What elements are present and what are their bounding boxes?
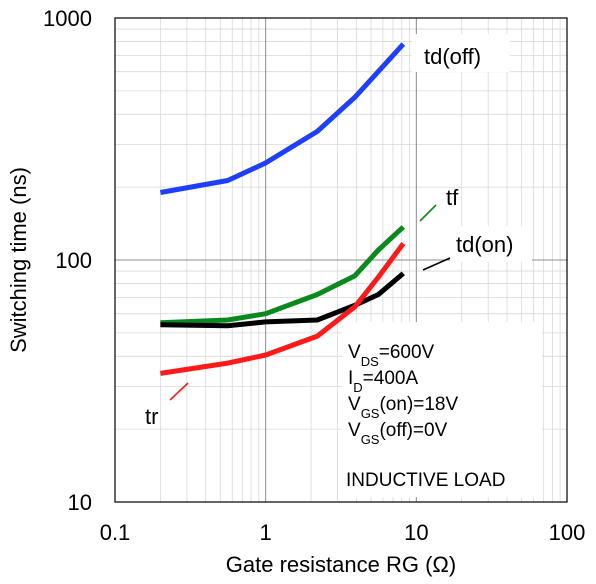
series-label-tf-leader [419, 204, 437, 222]
x-axis-title: Gate resistance RG (Ω) [226, 552, 456, 577]
series-line-tr [160, 242, 406, 376]
y-axis-title: Switching time (ns) [6, 167, 31, 353]
y-tick-label: 10 [68, 490, 92, 515]
y-tick-label: 100 [55, 248, 92, 273]
y-tick-label: 1000 [43, 6, 92, 31]
x-tick-label: 0.1 [100, 520, 131, 545]
series-label-td-on: td(on) [456, 232, 513, 257]
condition-line: VDS=600V [348, 342, 435, 369]
td-off-label-bg [412, 34, 510, 72]
condition-line: ID=400A [348, 368, 418, 395]
series-label-td-off: td(off) [424, 44, 481, 69]
series-line-td-off [159, 42, 406, 195]
series-lines [159, 42, 406, 376]
plot-frame [114, 17, 568, 503]
series-label-td-on-leader [422, 257, 451, 271]
series-label-tf: tf [446, 185, 459, 210]
x-tick-label: 10 [404, 520, 428, 545]
condition-line: VGS(off)=0V [348, 420, 448, 447]
conditions-box [342, 322, 542, 497]
series-label-tr-leader [169, 382, 189, 401]
tick-labels: 0.1 1 10 100 10 100 1000 [43, 6, 585, 545]
series-label-tr: tr [145, 404, 158, 429]
x-tick-label: 1 [260, 520, 272, 545]
td-on-label-bg [450, 226, 532, 262]
x-tick-label: 100 [549, 520, 586, 545]
series-line-tf [160, 225, 406, 326]
series-line-td-on [160, 271, 405, 329]
inductive-load-label: INDUCTIVE LOAD [346, 470, 505, 491]
condition-line: VGS(on)=18V [348, 394, 459, 421]
